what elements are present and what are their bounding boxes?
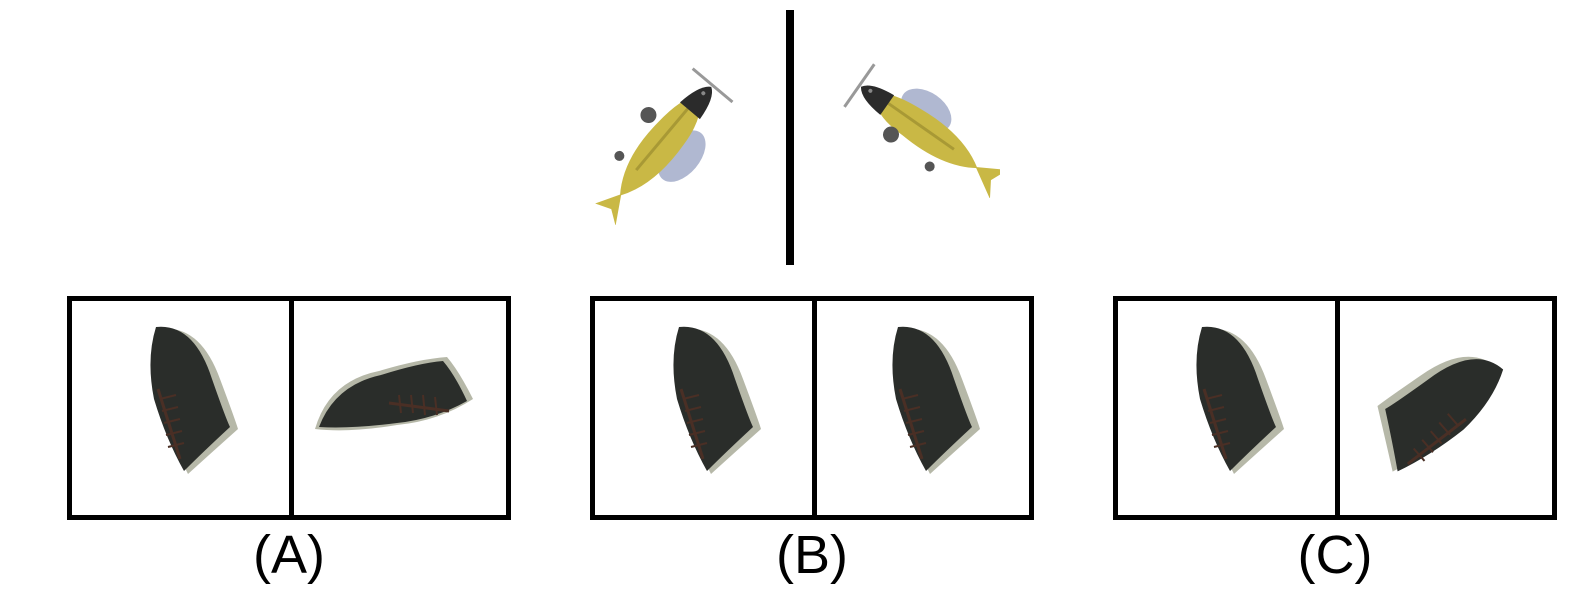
boot-lying-sideways-image bbox=[315, 357, 473, 431]
option-a-left-cell bbox=[72, 301, 289, 515]
option-a-box[interactable] bbox=[67, 296, 511, 520]
fish-right-image bbox=[843, 63, 1000, 198]
example-divider bbox=[786, 10, 794, 265]
option-b-box[interactable] bbox=[590, 296, 1034, 520]
option-c-left-cell bbox=[1118, 301, 1335, 515]
boot-upright-image bbox=[892, 326, 980, 474]
option-b-label: (B) bbox=[776, 525, 848, 585]
boot-upright-image bbox=[673, 326, 761, 474]
fish-left-image bbox=[595, 67, 734, 225]
option-b-right-cell bbox=[817, 301, 1034, 515]
boot-upright-image bbox=[1196, 326, 1284, 474]
option-c-right-cell bbox=[1340, 301, 1557, 515]
option-b-divider bbox=[812, 301, 817, 515]
option-a-label: (A) bbox=[253, 525, 325, 585]
option-c-label: (C) bbox=[1297, 525, 1373, 585]
option-b-left-cell bbox=[595, 301, 812, 515]
boot-upright-image bbox=[150, 326, 238, 474]
option-a-right-cell bbox=[294, 301, 511, 515]
option-c-box[interactable] bbox=[1113, 296, 1557, 520]
option-c-divider bbox=[1335, 301, 1340, 515]
option-a-divider bbox=[289, 301, 294, 515]
boot-tilted-flipped-image bbox=[1377, 356, 1504, 472]
